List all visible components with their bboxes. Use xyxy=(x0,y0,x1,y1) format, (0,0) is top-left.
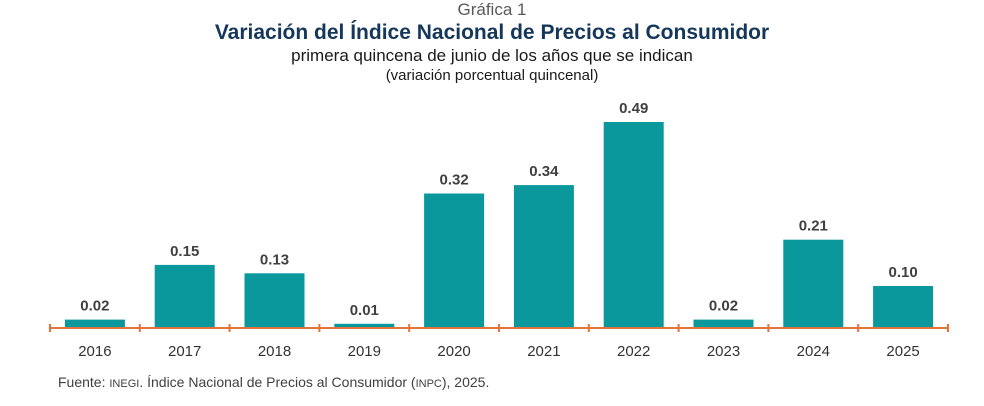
source-middle: . Índice Nacional de Precios al Consumid… xyxy=(139,374,411,390)
data-label-2018: 0.13 xyxy=(260,251,289,268)
data-label-2020: 0.32 xyxy=(439,172,468,189)
data-label-2025: 0.10 xyxy=(888,264,917,281)
chart-unit: (variación porcentual quincenal) xyxy=(385,67,599,84)
x-tick-label-2021: 2021 xyxy=(527,343,560,360)
bar-2023 xyxy=(693,319,754,328)
x-tick-label-2024: 2024 xyxy=(797,343,830,360)
x-tick-label-2018: 2018 xyxy=(258,343,291,360)
data-label-2016: 0.02 xyxy=(80,298,109,315)
source-abbr-open: ( xyxy=(410,374,416,390)
data-label-2022: 0.49 xyxy=(619,100,648,117)
source-abbr-close: ) xyxy=(441,374,447,390)
x-tick-label-2019: 2019 xyxy=(348,343,381,360)
source-prefix: Fuente: xyxy=(58,374,110,390)
source-abbr: INPC xyxy=(415,378,442,390)
source-org: INEGI xyxy=(109,378,140,390)
chart-subtitle: primera quincena de junio de los años qu… xyxy=(291,46,693,65)
x-tick-label-2023: 2023 xyxy=(707,343,740,360)
x-tick-label-2025: 2025 xyxy=(886,343,919,360)
data-label-2024: 0.21 xyxy=(799,218,828,235)
bar-2024 xyxy=(783,239,844,328)
data-label-2017: 0.15 xyxy=(170,243,199,260)
x-tick-label-2016: 2016 xyxy=(78,343,111,360)
source-suffix: , 2025. xyxy=(446,374,490,390)
x-tick-label-2022: 2022 xyxy=(617,343,650,360)
data-label-2019: 0.01 xyxy=(350,302,379,319)
data-label-2023: 0.02 xyxy=(709,298,738,315)
bar-2018 xyxy=(244,273,305,328)
chart-title: Variación del Índice Nacional de Precios… xyxy=(214,21,770,44)
chart-kicker: Gráfica 1 xyxy=(457,0,527,19)
source-note: Fuente: INEGI. Índice Nacional de Precio… xyxy=(58,373,489,393)
bar-2016 xyxy=(64,319,125,328)
x-tick-label-2020: 2020 xyxy=(437,343,470,360)
data-label-2021: 0.34 xyxy=(529,163,559,180)
x-tick-label-2017: 2017 xyxy=(168,343,201,360)
bar-2020 xyxy=(424,193,485,328)
bar-2017 xyxy=(154,264,215,328)
bar-2022 xyxy=(603,122,664,328)
bar-2021 xyxy=(513,185,574,328)
bar-2025 xyxy=(873,286,934,328)
bar-2019 xyxy=(334,323,395,328)
